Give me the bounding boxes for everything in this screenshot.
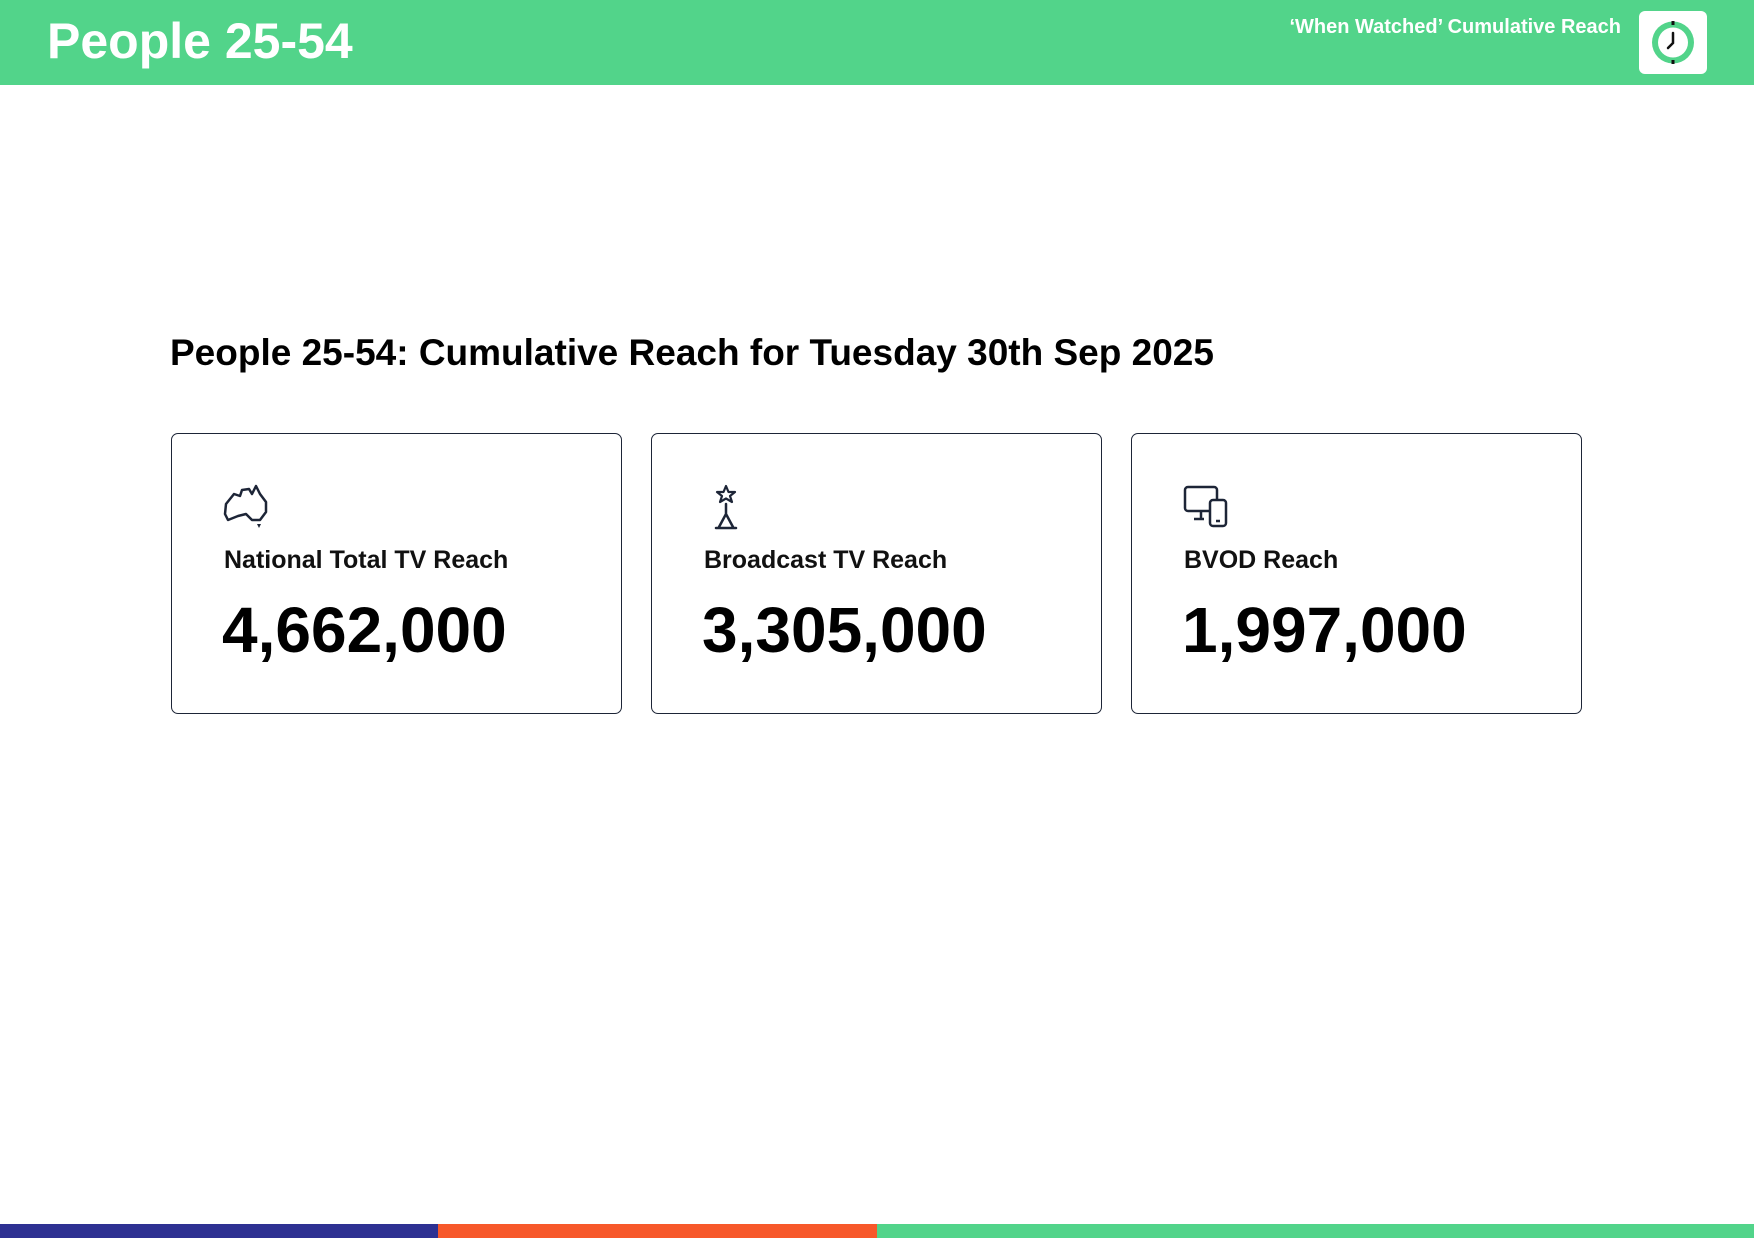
footer-bar bbox=[0, 1224, 438, 1238]
clock-icon bbox=[1639, 11, 1707, 74]
header-subtitle: ‘When Watched’ Cumulative Reach bbox=[1289, 16, 1621, 38]
card: BVOD Reach 1,997,000 bbox=[1131, 433, 1582, 714]
devices-icon bbox=[1183, 485, 1228, 528]
card-value: 4,662,000 bbox=[222, 594, 507, 666]
clock-svg bbox=[1652, 21, 1694, 64]
footer-bar bbox=[877, 1224, 1754, 1238]
card-label: BVOD Reach bbox=[1184, 546, 1339, 574]
tower-icon bbox=[714, 484, 738, 530]
header: People 25-54 ‘When Watched’ Cumulative R… bbox=[0, 0, 1754, 85]
card-value: 3,305,000 bbox=[702, 594, 987, 666]
card-label: National Total TV Reach bbox=[224, 546, 509, 574]
card-label: Broadcast TV Reach bbox=[704, 546, 948, 574]
australia-icon bbox=[223, 484, 268, 528]
footer-bar bbox=[438, 1224, 877, 1238]
card-value: 1,997,000 bbox=[1182, 594, 1467, 666]
card: National Total TV Reach 4,662,000 bbox=[171, 433, 622, 714]
header-title: People 25-54 bbox=[47, 13, 353, 69]
card: Broadcast TV Reach 3,305,000 bbox=[651, 433, 1102, 714]
heading: People 25-54: Cumulative Reach for Tuesd… bbox=[170, 332, 1214, 373]
